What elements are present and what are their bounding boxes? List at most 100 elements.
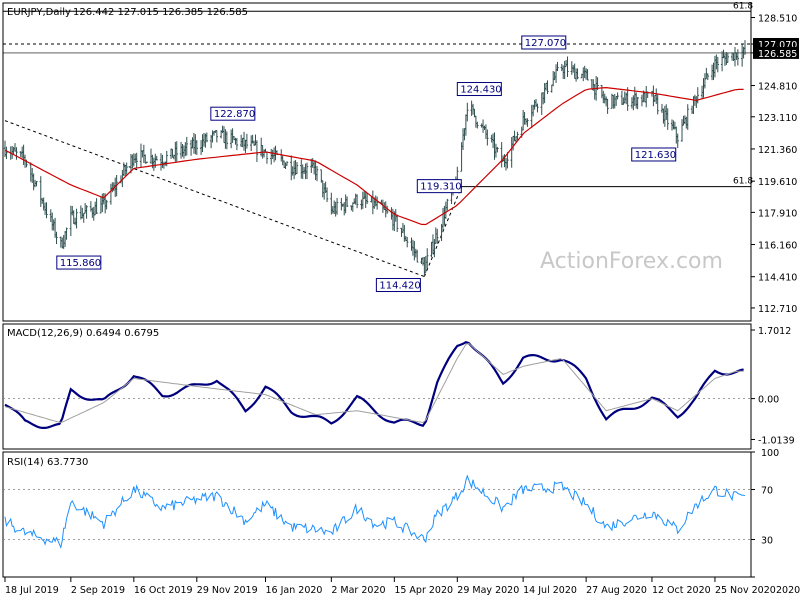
macd-title: MACD(12,26,9) 0.6494 0.6795 [7,328,159,339]
price-annotation-label: 114.420 [379,281,420,292]
ohlc-bar [365,192,369,205]
price-annotation-label: 119.310 [420,182,461,193]
price-y-tick-label: 124.810 [758,82,797,93]
price-y-tick-label: 117.910 [758,208,797,219]
macd-y-tick-label: 1.7012 [758,326,791,337]
ohlc-bar [616,92,619,100]
price-y-tick-label: 128.510 [758,14,797,25]
x-tick-label: 18 Jul 2019 [5,585,59,596]
x-tick-label: 12 Oct 2020 [652,585,711,596]
ohlc-bar [576,68,579,80]
price-annotation: 121.630 [631,147,677,162]
ohlc-bar [75,208,78,229]
ohlc-bar [255,140,259,162]
fib-level-label: 61.8 [733,1,753,11]
ohlc-bar [15,147,18,160]
macd-panel-frame [2,323,752,450]
price-title: EURJPY,Daily [7,7,71,18]
fib-level-label: 61.8 [733,177,753,187]
ohlc-bar [656,94,659,115]
price-annotation-label: 124.430 [460,85,501,96]
price-annotation: 115.860 [56,255,102,270]
ohlc-bar [686,104,689,130]
macd-y-tick-label: -1.0139 [758,435,795,446]
x-axis-end-label: 2020 [776,585,800,596]
ohlc-bar [385,205,389,214]
x-tick-label: 25 Nov 2020 [715,585,776,596]
ohlc-bar [205,132,209,143]
rsi-panel: RSI(14) 63.7730 100 70 30 [2,448,779,578]
price-annotation-label: 115.860 [60,258,101,269]
x-tick-label: 29 May 2020 [457,585,519,596]
trendline [423,186,463,277]
ohlc-bar [295,162,299,175]
rsi-line [4,474,746,550]
x-tick-label: 15 Apr 2020 [394,585,453,596]
ohlc-bar [95,198,98,215]
price-annotation: 127.070 [521,35,567,50]
ohlc-bar [636,96,639,110]
ohlc-bar [436,228,439,244]
ohlc-bar [446,198,449,211]
ohlc-bar [466,102,469,122]
price-panel: EURJPY,Daily 126.442 127.015 126.385 126… [2,1,799,322]
price-y-tick-label: 114.410 [758,273,797,284]
price-annotation-label: 127.070 [525,38,566,49]
price-y-tick-label: 127.070 [758,40,797,51]
ohlc-bar [743,40,747,55]
ohlc-bar [426,248,429,269]
price-y-tick-label: 123.110 [758,113,797,124]
ohlc-bar [145,161,148,164]
rsi-y-tick-label: 100 [761,448,779,459]
ohlc-bar [506,152,509,169]
ohlc-bar [696,87,699,104]
watermark: ActionForex.com [540,249,723,274]
ohlc-bar [235,138,239,151]
ohlc-bar [325,187,329,203]
ohlc-bar [716,56,720,73]
ohlc-bar [35,181,38,187]
ohlc-bar [305,162,309,180]
rsi-title: RSI(14) 63.7730 [7,457,88,468]
ohlc-bar [215,130,219,143]
ohlc-bar [105,199,108,210]
ohlc-bar [125,162,128,175]
ohlc-bar [285,161,289,166]
ohlc-bar [55,231,58,245]
ohlc-bar [486,129,489,146]
ohlc-bar [626,87,629,111]
price-annotation-label: 121.630 [635,150,676,161]
trendline [4,120,425,277]
ohlc-bar [536,103,539,113]
ohlc-bar [355,194,359,209]
ohlc-bar [5,146,8,160]
ohlc-bar [395,214,399,233]
ohlc-bar [566,56,569,78]
ohlc-bar [406,236,409,248]
ohlc-bar [676,133,679,149]
price-y-tick-label: 112.710 [758,304,797,315]
ohlc-bar [416,249,419,263]
ohlc-bar [606,98,609,114]
ohlc-bar [526,118,529,127]
x-tick-label: 29 Nov 2019 [197,585,258,596]
price-y-highlight [753,46,799,59]
ohlc-bar [85,205,88,219]
ohlc-bar [666,108,669,130]
ohlc-bar [345,196,349,207]
x-tick-label: 2 Mar 2020 [331,585,385,596]
ohlc-bar [65,227,68,240]
price-y-tick-label: 116.160 [758,241,797,252]
rsi-y-tick-label: 70 [761,486,773,497]
macd-panel: MACD(12,26,9) 0.6494 0.6795 1.7012 0.00 -1… [2,323,795,450]
ohlc-bar [586,69,589,81]
x-tick-label: 16 Jan 2020 [266,585,323,596]
ohlc-bar [736,49,740,66]
x-tick-label: 16 Oct 2019 [134,585,193,596]
price-y-tick-label: 121.360 [758,145,797,156]
ohlc-bar [706,73,709,81]
rsi-panel-frame [2,451,752,578]
ohlc-bar [335,197,339,215]
ohlc-bar [556,61,559,72]
